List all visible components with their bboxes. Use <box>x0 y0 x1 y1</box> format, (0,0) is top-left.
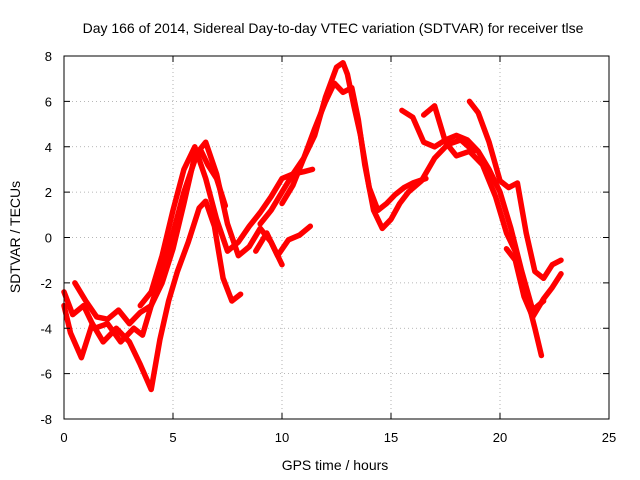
grid <box>64 56 609 419</box>
y-tick-label: 2 <box>45 185 52 200</box>
y-tick-label: 6 <box>45 94 52 109</box>
x-tick-label: 15 <box>384 430 398 445</box>
series-track-4 <box>137 144 316 309</box>
y-tick-label: -6 <box>40 367 52 382</box>
series-track-7 <box>253 223 314 259</box>
series-group <box>61 60 564 393</box>
x-tick-label: 5 <box>169 430 176 445</box>
series-track-3 <box>72 139 285 327</box>
series-track-1 <box>61 148 229 345</box>
series-track-6 <box>279 80 477 232</box>
y-tick-label: 0 <box>45 231 52 246</box>
chart-title: Day 166 of 2014, Sidereal Day-to-day VTE… <box>83 20 584 36</box>
series-track-10 <box>466 98 564 282</box>
y-tick-label: -8 <box>40 412 52 427</box>
y-tick-label: -2 <box>40 276 52 291</box>
y-tick-label: 8 <box>45 49 52 64</box>
series-track-11 <box>503 246 564 320</box>
x-tick-label: 10 <box>275 430 289 445</box>
x-tick-label: 0 <box>60 430 67 445</box>
y-axis-label: SDTVAR / TECUs <box>7 181 23 293</box>
ticks: 0 5 10 15 20 25 -8 -6 -4 -2 0 2 4 6 8 <box>40 49 616 445</box>
series-track-2 <box>61 198 244 393</box>
x-tick-label: 20 <box>493 430 507 445</box>
y-tick-label: -4 <box>40 321 52 336</box>
series-track-5 <box>257 60 429 227</box>
x-tick-label: 25 <box>602 430 616 445</box>
x-axis-label: GPS time / hours <box>282 457 389 473</box>
y-tick-label: 4 <box>45 140 52 155</box>
